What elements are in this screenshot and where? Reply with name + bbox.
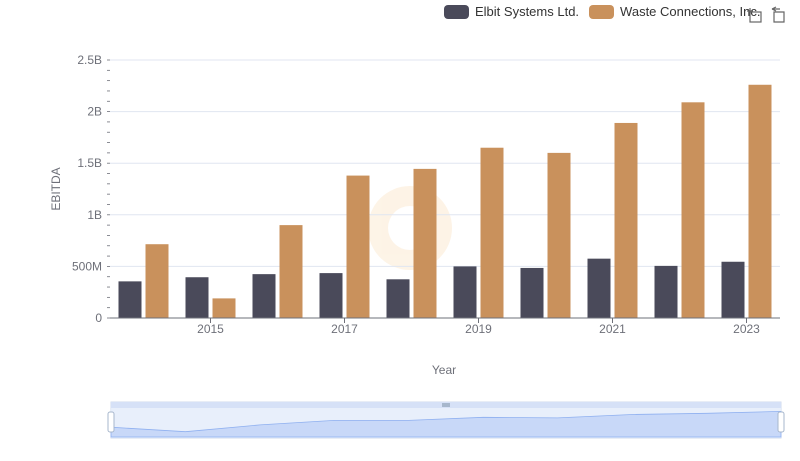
bar-elbit-2014[interactable] xyxy=(118,281,142,318)
restore-icon[interactable] xyxy=(770,6,788,24)
y-tick-label: 0 xyxy=(95,311,102,325)
y-tick-label: 1.5B xyxy=(77,156,102,170)
bar-elbit-2019[interactable] xyxy=(453,266,477,318)
bar-elbit-2021[interactable] xyxy=(587,258,611,318)
legend-label-elbit: Elbit Systems Ltd. xyxy=(475,4,580,19)
y-tick-label: 2.5B xyxy=(77,53,102,67)
x-tick-label: 2015 xyxy=(197,322,224,336)
bar-elbit-2022[interactable] xyxy=(654,265,678,318)
legend-item-waste-connections[interactable]: Waste Connections, Inc. xyxy=(589,4,760,19)
y-tick-label: 1B xyxy=(87,208,102,222)
y-axis-label: EBITDA xyxy=(49,167,63,210)
bar-waste-connections-2019[interactable] xyxy=(480,147,504,318)
data-zoom-slider[interactable] xyxy=(107,401,785,439)
bar-waste-connections-2014[interactable] xyxy=(145,244,169,318)
zoom-icon[interactable] xyxy=(746,6,764,24)
bar-elbit-2023[interactable] xyxy=(721,261,745,318)
bar-elbit-2016[interactable] xyxy=(252,274,276,318)
x-axis-label: Year xyxy=(432,363,456,377)
legend-swatch-elbit xyxy=(444,4,469,19)
bar-waste-connections-2017[interactable] xyxy=(346,175,370,318)
bar-waste-connections-2015[interactable] xyxy=(212,298,236,318)
toolbox xyxy=(746,6,794,24)
data-zoom-center-grip[interactable] xyxy=(442,403,450,407)
x-tick-label: 2023 xyxy=(733,322,760,336)
bar-waste-connections-2022[interactable] xyxy=(681,102,705,318)
bar-waste-connections-2021[interactable] xyxy=(614,122,638,319)
data-zoom-handle-left[interactable] xyxy=(107,411,115,433)
x-axis: 2015 2017 2019 2021 2023 xyxy=(110,317,780,336)
x-tick-label: 2019 xyxy=(465,322,492,336)
y-axis-ticks: 0 500M 1B 1.5B 2B 2.5B xyxy=(72,53,110,325)
bar-waste-connections-2016[interactable] xyxy=(279,225,303,318)
bar-waste-connections-2020[interactable] xyxy=(547,152,571,318)
legend-label-waste-connections: Waste Connections, Inc. xyxy=(620,4,761,19)
watermark-logo xyxy=(368,186,452,270)
bar-waste-connections-2023[interactable] xyxy=(748,84,772,318)
bar-elbit-2018[interactable] xyxy=(386,279,410,318)
legend-swatch-waste-connections xyxy=(589,4,615,19)
x-tick-label: 2021 xyxy=(599,322,626,336)
legend: Elbit Systems Ltd. Waste Connections, In… xyxy=(444,4,770,19)
bar-waste-connections-2018[interactable] xyxy=(413,168,437,318)
x-tick-label: 2017 xyxy=(331,322,358,336)
legend-item-elbit[interactable]: Elbit Systems Ltd. xyxy=(444,4,579,19)
bar-elbit-2020[interactable] xyxy=(520,267,544,318)
y-tick-label: 500M xyxy=(72,259,102,273)
y-tick-label: 2B xyxy=(87,105,102,119)
data-zoom-preview-area xyxy=(110,410,782,438)
data-zoom-handle-right[interactable] xyxy=(777,411,785,433)
bar-series[interactable] xyxy=(118,84,772,319)
bar-elbit-2015[interactable] xyxy=(185,277,209,318)
bar-elbit-2017[interactable] xyxy=(319,273,343,318)
